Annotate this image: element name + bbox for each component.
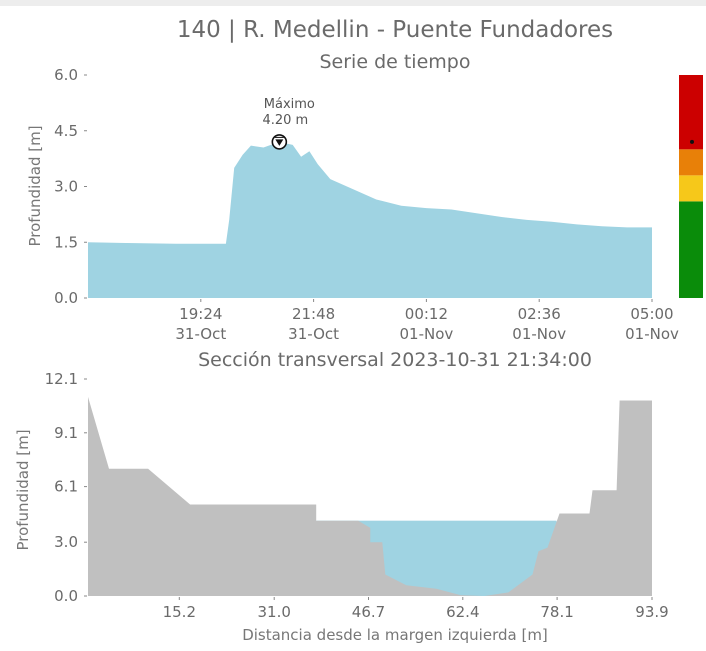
ts-x-axis: 19:24 31-Oct 21:48 31-Oct 00:12 01-Nov 02:36 01…: [175, 299, 679, 343]
ts-y-tick-label: 0.0: [54, 289, 78, 307]
ts-chart-title: Serie de tiempo: [320, 51, 471, 73]
alert-level-bar: [679, 75, 703, 298]
ts-x-tick-date: 31-Oct: [175, 325, 226, 343]
ts-x-tick-time: 02:36: [518, 305, 561, 323]
ts-y-tick-label: 4.5: [54, 122, 78, 140]
cs-y-axis: 0.0 3.0 6.1 9.1 12.1: [45, 370, 87, 605]
max-annotation: Máximo 4.20 m: [262, 97, 315, 150]
max-annotation-value: 4.20 m: [262, 113, 308, 128]
ts-x-tick-time: 05:00: [630, 305, 673, 323]
alert-current-marker: [690, 139, 694, 144]
cs-x-tick-label: 15.2: [163, 603, 196, 621]
time-series-chart: Serie de tiempo Profundidad [m] 0.0 1.5 3.…: [26, 51, 703, 343]
cs-area-layer: [88, 396, 652, 596]
ts-y-tick-label: 6.0: [54, 66, 78, 84]
cs-x-tick-label: 93.9: [635, 603, 668, 621]
cs-x-tick-label: 31.0: [257, 603, 290, 621]
cs-y-tick-label: 0.0: [54, 587, 78, 605]
cs-chart-title: Sección transversal 2023-10-31 21:34:00: [198, 349, 592, 371]
ts-x-tick-date: 31-Oct: [288, 325, 339, 343]
cs-x-axis: 15.2 31.0 46.7 62.4 78.1 93.9: [163, 597, 669, 621]
figure-title: 140 | R. Medellin - Puente Fundadores: [177, 17, 613, 43]
cs-x-tick-label: 62.4: [446, 603, 479, 621]
ts-x-tick-date: 01-Nov: [625, 325, 679, 343]
cs-y-tick-label: 3.0: [54, 533, 78, 551]
cs-x-axis-label: Distancia desde la margen izquierda [m]: [242, 626, 548, 644]
cs-y-tick-label: 12.1: [45, 370, 78, 388]
cs-y-axis-label: Profundidad [m]: [14, 429, 32, 550]
ts-x-tick-date: 01-Nov: [512, 325, 566, 343]
max-marker-triangle: [275, 139, 284, 146]
terrain-profile: [88, 396, 652, 596]
alert-level-segment: [679, 75, 703, 150]
ts-y-tick-label: 1.5: [54, 233, 78, 251]
ts-x-tick-time: 19:24: [179, 305, 222, 323]
alert-level-segment: [679, 175, 703, 202]
ts-y-tick-label: 3.0: [54, 178, 78, 196]
ts-y-axis: 0.0 1.5 3.0 4.5 6.0: [54, 66, 87, 307]
ts-area-layer: [88, 141, 652, 298]
max-marker-icon: [271, 134, 288, 150]
cs-y-tick-label: 9.1: [54, 424, 78, 442]
cs-x-tick-label: 78.1: [540, 603, 573, 621]
cross-section-chart: Sección transversal 2023-10-31 21:34:00 …: [14, 349, 669, 644]
ts-y-axis-label: Profundidad [m]: [26, 125, 44, 246]
ts-x-tick-time: 21:48: [292, 305, 335, 323]
ts-x-tick-date: 01-Nov: [400, 325, 454, 343]
cs-y-tick-label: 6.1: [54, 478, 78, 496]
ts-x-tick-time: 00:12: [405, 305, 448, 323]
alert-level-segment: [679, 201, 703, 298]
depth-area: [88, 141, 652, 298]
cs-x-tick-label: 46.7: [352, 603, 385, 621]
top-border: [0, 0, 706, 6]
max-annotation-label: Máximo: [264, 97, 315, 112]
alert-level-segment: [679, 149, 703, 176]
